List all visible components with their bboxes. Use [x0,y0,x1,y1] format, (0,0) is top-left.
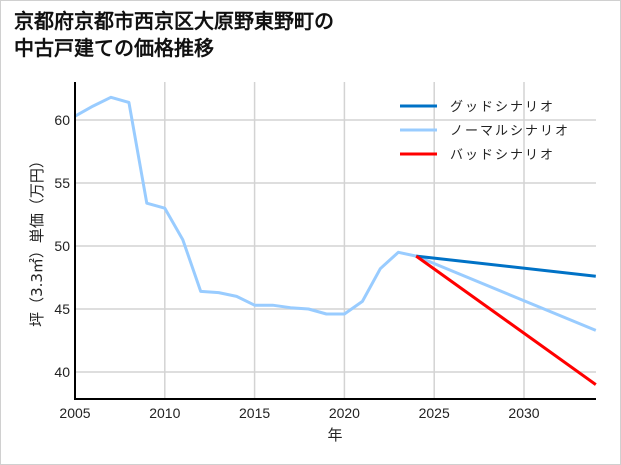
legend-label: ノーマルシナリオ [450,124,570,139]
series-line [416,254,596,278]
x-tick-label: 2005 [59,405,90,421]
axes [74,82,596,400]
x-axis-label: 年 [327,426,342,444]
chart-title-line-2: 中古戸建ての価格推移 [14,36,214,60]
y-tick-label: 50 [54,238,70,254]
tick-labels: 2005 2010 2015 2020 2025 2030 40 45 50 55 60 [54,112,539,421]
x-tick-label: 2010 [149,405,180,421]
chart-title-line-1: 京都府京都市西京区大原野東野町の [14,9,334,33]
series-line [74,95,417,316]
y-tick-label: 45 [54,301,70,317]
legend-label: グッドシナリオ [450,100,555,115]
y-tick-label: 55 [54,175,70,191]
x-tick-label: 2015 [239,405,270,421]
series-line [415,254,597,386]
series-line [415,254,597,332]
y-axis-label: 坪（3.3㎡）単価（万円） [28,153,46,327]
series-lines [74,95,597,386]
x-tick-label: 2030 [508,405,539,421]
x-tick-label: 2025 [419,405,450,421]
x-tick-label: 2020 [329,405,360,421]
y-tick-label: 60 [54,112,70,128]
y-tick-label: 40 [54,364,70,380]
chart-title: 京都府京都市西京区大原野東野町の 中古戸建ての価格推移 [14,8,334,62]
legend-label: バッドシナリオ [450,148,555,163]
